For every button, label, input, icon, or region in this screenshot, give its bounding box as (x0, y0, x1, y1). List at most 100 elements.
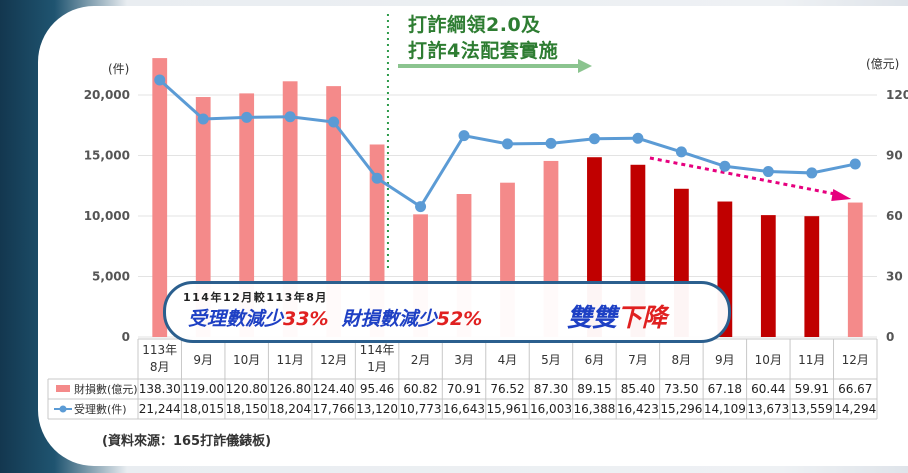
loss-value: 70.91 (447, 382, 481, 396)
source-note: (資料來源：165打詐儀錶板) (102, 434, 272, 449)
banner-arrow-head (578, 59, 592, 73)
cases-value: 10,773 (400, 402, 442, 416)
cases-value: 14,109 (704, 402, 746, 416)
cases-point (328, 116, 340, 128)
cases-point (415, 201, 427, 213)
slogan-part-b: 下降 (617, 303, 668, 332)
category-label: 12月 (320, 353, 347, 367)
slogan-part-a: 雙雙 (567, 303, 618, 332)
loss-value: 66.67 (838, 382, 872, 396)
category-label: 6月 (585, 353, 605, 367)
loss-value: 120.80 (226, 382, 268, 396)
cases-point (762, 166, 774, 178)
loss-value: 60.82 (403, 382, 437, 396)
loss-value: 87.30 (534, 382, 568, 396)
left-axis-unit: (件) (108, 62, 130, 76)
right-axis-tick: 120 (886, 88, 908, 102)
cases-point (849, 158, 861, 170)
cases-point (502, 138, 513, 150)
cases-point (675, 146, 687, 158)
legend-swatch-loss (56, 385, 70, 392)
policy-banner-line2: 打詐4法配套實施 (408, 40, 559, 62)
legend-label-cases: 受理數(件) (74, 403, 127, 416)
cases-value: 18,204 (269, 402, 311, 416)
category-label-year: 113年 (142, 343, 177, 357)
cases-point (197, 113, 209, 125)
loss-reduction-pct: 52% (436, 308, 483, 330)
loss-value: 76.52 (490, 382, 524, 396)
loss-bar (804, 216, 820, 337)
category-label: 4月 (498, 353, 518, 367)
loss-bar (239, 93, 255, 338)
loss-bar (152, 58, 168, 337)
cases-reduction-pct: 33% (283, 308, 329, 330)
left-axis-tick: 20,000 (84, 88, 130, 102)
loss-bar (282, 81, 298, 337)
legend-swatch-cases-marker (59, 405, 67, 413)
loss-value: 85.40 (621, 382, 655, 396)
callout-slogan: 雙雙下降 (567, 298, 667, 334)
right-axis-tick: 30 (886, 270, 903, 284)
cases-value: 16,643 (443, 402, 485, 416)
category-label: 7月 (628, 353, 648, 367)
right-axis-tick: 60 (886, 209, 903, 223)
loss-value: 138.30 (139, 382, 181, 396)
policy-banner-line1: 打詐綱領2.0及 (408, 14, 541, 36)
left-axis-tick: 0 (122, 330, 130, 344)
loss-value: 60.44 (751, 382, 785, 396)
loss-bar (847, 202, 863, 337)
category-label: 10月 (233, 353, 260, 367)
left-axis-tick: 15,000 (84, 149, 130, 163)
category-label: 11月 (277, 353, 304, 367)
cases-value: 13,559 (791, 402, 833, 416)
cases-point (719, 160, 731, 172)
cases-value: 13,120 (356, 402, 398, 416)
right-axis-tick: 0 (886, 330, 894, 344)
category-label: 9月 (193, 353, 213, 367)
cases-value: 16,388 (573, 402, 615, 416)
cases-value: 15,296 (660, 402, 702, 416)
loss-bar (326, 86, 342, 337)
cases-point (588, 133, 600, 145)
category-label-month: 1月 (367, 360, 387, 374)
cases-value: 15,961 (487, 402, 529, 416)
cases-point (154, 74, 166, 86)
loss-value: 126.80 (269, 382, 311, 396)
legend-label-loss: 財損數(億元) (74, 382, 138, 396)
loss-bar (195, 97, 211, 338)
cases-point (371, 172, 383, 184)
cases-value: 18,150 (226, 402, 268, 416)
cases-point (806, 167, 818, 179)
right-axis-tick: 90 (886, 149, 903, 163)
loss-value: 119.00 (182, 382, 224, 396)
category-label: 9月 (715, 353, 735, 367)
summary-callout (163, 281, 731, 343)
category-label: 8月 (672, 353, 692, 367)
cases-point (632, 132, 644, 144)
cases-value: 17,766 (313, 402, 355, 416)
cases-value: 14,294 (834, 402, 876, 416)
loss-value: 67.18 (708, 382, 742, 396)
category-label: 11月 (798, 353, 825, 367)
category-label: 10月 (755, 353, 782, 367)
left-axis-tick: 10,000 (84, 209, 130, 223)
loss-value: 89.15 (577, 382, 611, 396)
callout-comparison-text: 114年12月較113年8月 (183, 291, 328, 304)
cases-value: 13,673 (747, 402, 789, 416)
category-label: 3月 (454, 353, 474, 367)
cases-value: 18,015 (182, 402, 224, 416)
cases-point (458, 130, 470, 142)
loss-value: 73.50 (664, 382, 698, 396)
category-label-year: 114年 (360, 343, 395, 357)
trend-arrow-head (831, 189, 852, 201)
cases-value: 16,003 (530, 402, 572, 416)
cases-value: 16,423 (617, 402, 659, 416)
loss-value: 124.40 (313, 382, 355, 396)
category-label-month: 8月 (150, 360, 170, 374)
loss-reduction-label: 財損數減少 (341, 308, 437, 330)
cases-value: 21,244 (139, 402, 181, 416)
callout-reduction-text: 受理數減少33% 財損數減少52% (188, 304, 482, 331)
right-axis-unit: (億元) (866, 57, 900, 71)
